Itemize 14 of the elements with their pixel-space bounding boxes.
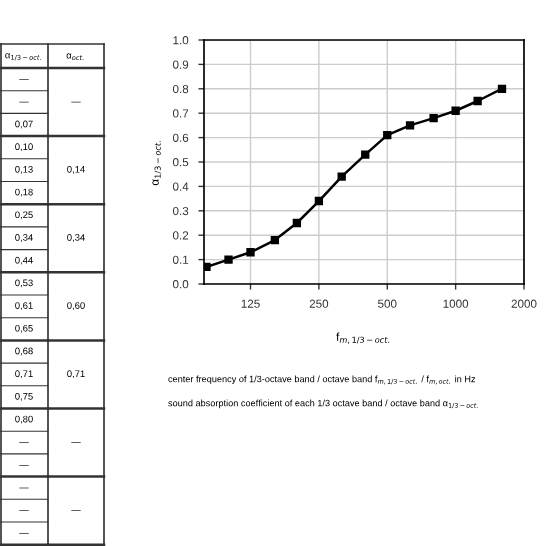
point — [204, 262, 211, 272]
point — [292, 218, 302, 228]
point — [451, 106, 460, 115]
point — [337, 172, 346, 181]
point — [405, 121, 415, 130]
point — [314, 196, 324, 206]
point — [429, 113, 438, 123]
point — [270, 235, 280, 245]
point — [361, 150, 370, 159]
point — [224, 255, 233, 264]
point — [383, 130, 392, 140]
point — [497, 84, 507, 93]
point — [473, 96, 482, 106]
point — [246, 248, 255, 257]
